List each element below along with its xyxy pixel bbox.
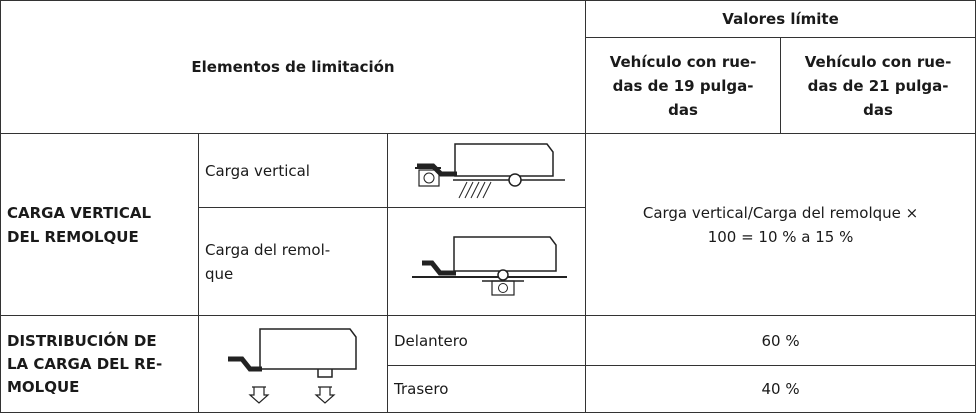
text-line: LA CARGA DEL RE- [7,354,163,373]
value-cell: 40 % [585,365,976,413]
item-cell: Trasero [386,365,587,413]
text-line: DEL REMOLQUE [7,227,139,246]
text-line: Carga vertical/Carga del remolque × [642,203,919,222]
text-line: Trasero [394,380,449,398]
text-line: MOLQUE [7,377,80,396]
text-line: das [863,100,893,119]
value-cell: Carga vertical/Carga del remolque × 100 =… [585,133,976,316]
section-cell: DISTRIBUCIÓN DE LA CARGA DEL RE- MOLQUE [0,315,199,413]
text-line: Carga vertical [205,161,310,180]
vertical-load-illustration [414,142,565,198]
section-cell: CARGA VERTICAL DEL REMOLQUE [0,133,199,316]
item-cell: Carga vertical [198,133,388,208]
text-line: Carga del remol- [205,240,331,259]
text-line: das de 19 pulga- [612,76,754,95]
text-line: DISTRIBUCIÓN DE [7,331,157,350]
item-cell: Carga del remol-que [198,207,388,316]
header-cell: Vehículo con rue-das de 21 pulga-das [780,37,976,134]
distribution-illustration [228,328,357,404]
text-line: 100 = 10 % a 15 % [707,227,854,246]
illustration-cell [198,315,388,413]
text-line: das de 21 pulga- [807,76,949,95]
illustration-cell [386,133,587,208]
header-cell: Vehículo con rue-das de 19 pulga-das [585,37,782,134]
value-cell: 60 % [585,315,976,366]
item-cell: Delantero [386,315,587,366]
text-line: que [205,264,234,283]
header-cell: Valores límite [585,0,976,38]
text-line: Delantero [394,331,468,350]
illustration-cell [386,207,587,316]
text-line: Vehículo con rue- [609,52,757,71]
text-line: CARGA VERTICAL [7,203,152,222]
trailer-load-illustration [411,235,567,296]
text-line: Vehículo con rue- [804,52,952,71]
text-line: das [668,100,698,119]
header-cell: Elementos de limitación [0,0,587,134]
